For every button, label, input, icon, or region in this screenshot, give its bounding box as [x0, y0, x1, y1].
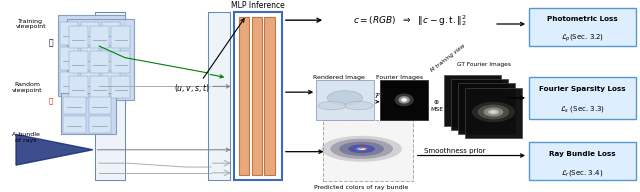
FancyBboxPatch shape — [58, 15, 125, 96]
Text: Training
viewpoint: Training viewpoint — [15, 19, 46, 29]
Circle shape — [345, 101, 373, 110]
Ellipse shape — [321, 136, 402, 162]
Text: Rendered Image: Rendered Image — [313, 75, 365, 80]
FancyBboxPatch shape — [102, 47, 120, 70]
FancyBboxPatch shape — [81, 22, 99, 45]
Text: A bundle
of rays: A bundle of rays — [12, 132, 40, 143]
FancyBboxPatch shape — [111, 76, 130, 98]
Text: $\mathcal{L}_s$ (Sec. 3.3): $\mathcal{L}_s$ (Sec. 3.3) — [560, 104, 605, 114]
FancyBboxPatch shape — [102, 22, 120, 45]
FancyBboxPatch shape — [239, 17, 249, 175]
FancyBboxPatch shape — [60, 22, 78, 45]
FancyBboxPatch shape — [529, 77, 636, 119]
Text: $\mathcal{L}_r$(Sec. 3.4): $\mathcal{L}_r$(Sec. 3.4) — [561, 168, 604, 178]
FancyBboxPatch shape — [264, 17, 275, 175]
Circle shape — [357, 148, 362, 150]
Ellipse shape — [358, 148, 365, 150]
Ellipse shape — [348, 144, 375, 153]
Ellipse shape — [491, 111, 496, 113]
Text: Random
viewpoint: Random viewpoint — [12, 82, 42, 93]
Text: Fourier Sparsity Loss: Fourier Sparsity Loss — [539, 86, 626, 92]
FancyBboxPatch shape — [465, 88, 522, 138]
Ellipse shape — [484, 107, 503, 117]
Polygon shape — [95, 12, 125, 180]
Text: $\oplus$
MSE: $\oplus$ MSE — [430, 98, 443, 112]
Text: Smoothness prior: Smoothness prior — [424, 148, 485, 154]
Text: $(u, v, s, t)$: $(u, v, s, t)$ — [174, 82, 210, 94]
Ellipse shape — [488, 109, 499, 114]
Ellipse shape — [398, 96, 410, 104]
Text: $\mathcal{F}$: $\mathcal{F}$ — [374, 91, 381, 99]
FancyBboxPatch shape — [89, 116, 111, 133]
FancyBboxPatch shape — [90, 51, 109, 73]
FancyBboxPatch shape — [81, 47, 99, 70]
Text: Predicted colors of ray bundle: Predicted colors of ray bundle — [314, 185, 409, 190]
FancyBboxPatch shape — [529, 142, 636, 180]
Text: 🎥: 🎥 — [49, 38, 54, 47]
FancyBboxPatch shape — [63, 97, 86, 114]
Ellipse shape — [477, 105, 509, 119]
FancyBboxPatch shape — [90, 26, 109, 48]
Ellipse shape — [328, 91, 363, 105]
Circle shape — [359, 147, 364, 149]
Ellipse shape — [339, 142, 384, 156]
FancyBboxPatch shape — [63, 116, 86, 133]
Polygon shape — [16, 134, 93, 165]
Ellipse shape — [472, 102, 515, 122]
Text: M training view: M training view — [430, 44, 466, 74]
FancyBboxPatch shape — [60, 47, 78, 70]
FancyBboxPatch shape — [69, 26, 88, 48]
Circle shape — [318, 101, 346, 110]
FancyBboxPatch shape — [458, 83, 515, 134]
FancyBboxPatch shape — [102, 72, 120, 94]
Ellipse shape — [330, 139, 393, 159]
Polygon shape — [208, 12, 230, 180]
FancyBboxPatch shape — [323, 120, 413, 181]
FancyBboxPatch shape — [111, 51, 130, 73]
FancyBboxPatch shape — [90, 76, 109, 98]
Text: $c = (RGB)$  $\Rightarrow$  $\|c - \mathrm{g.t.}\|_2^2$: $c = (RGB)$ $\Rightarrow$ $\|c - \mathrm… — [353, 13, 467, 28]
Text: GT Fourier Images: GT Fourier Images — [457, 62, 511, 67]
Circle shape — [361, 148, 366, 150]
Ellipse shape — [403, 99, 406, 101]
FancyBboxPatch shape — [67, 19, 134, 100]
FancyBboxPatch shape — [81, 72, 99, 94]
FancyBboxPatch shape — [89, 97, 111, 114]
Text: 📷: 📷 — [49, 97, 53, 104]
Text: Fourier Images: Fourier Images — [376, 75, 424, 80]
FancyBboxPatch shape — [316, 80, 374, 120]
FancyBboxPatch shape — [69, 51, 88, 73]
FancyBboxPatch shape — [444, 75, 501, 126]
FancyBboxPatch shape — [380, 80, 428, 120]
Ellipse shape — [394, 94, 414, 106]
Circle shape — [359, 148, 364, 150]
FancyBboxPatch shape — [451, 79, 508, 130]
Text: $\mathcal{L}_p$(Sec. 3.2): $\mathcal{L}_p$(Sec. 3.2) — [561, 33, 604, 44]
Text: Photometric Loss: Photometric Loss — [547, 16, 618, 22]
FancyBboxPatch shape — [252, 17, 262, 175]
FancyBboxPatch shape — [529, 8, 636, 46]
Text: Ray Bundle Loss: Ray Bundle Loss — [549, 151, 616, 157]
FancyBboxPatch shape — [234, 12, 282, 180]
FancyBboxPatch shape — [61, 93, 116, 134]
Ellipse shape — [355, 147, 368, 151]
Ellipse shape — [401, 98, 407, 102]
FancyBboxPatch shape — [69, 76, 88, 98]
FancyBboxPatch shape — [60, 72, 78, 94]
FancyBboxPatch shape — [111, 26, 130, 48]
Text: MLP Inference: MLP Inference — [231, 1, 285, 10]
